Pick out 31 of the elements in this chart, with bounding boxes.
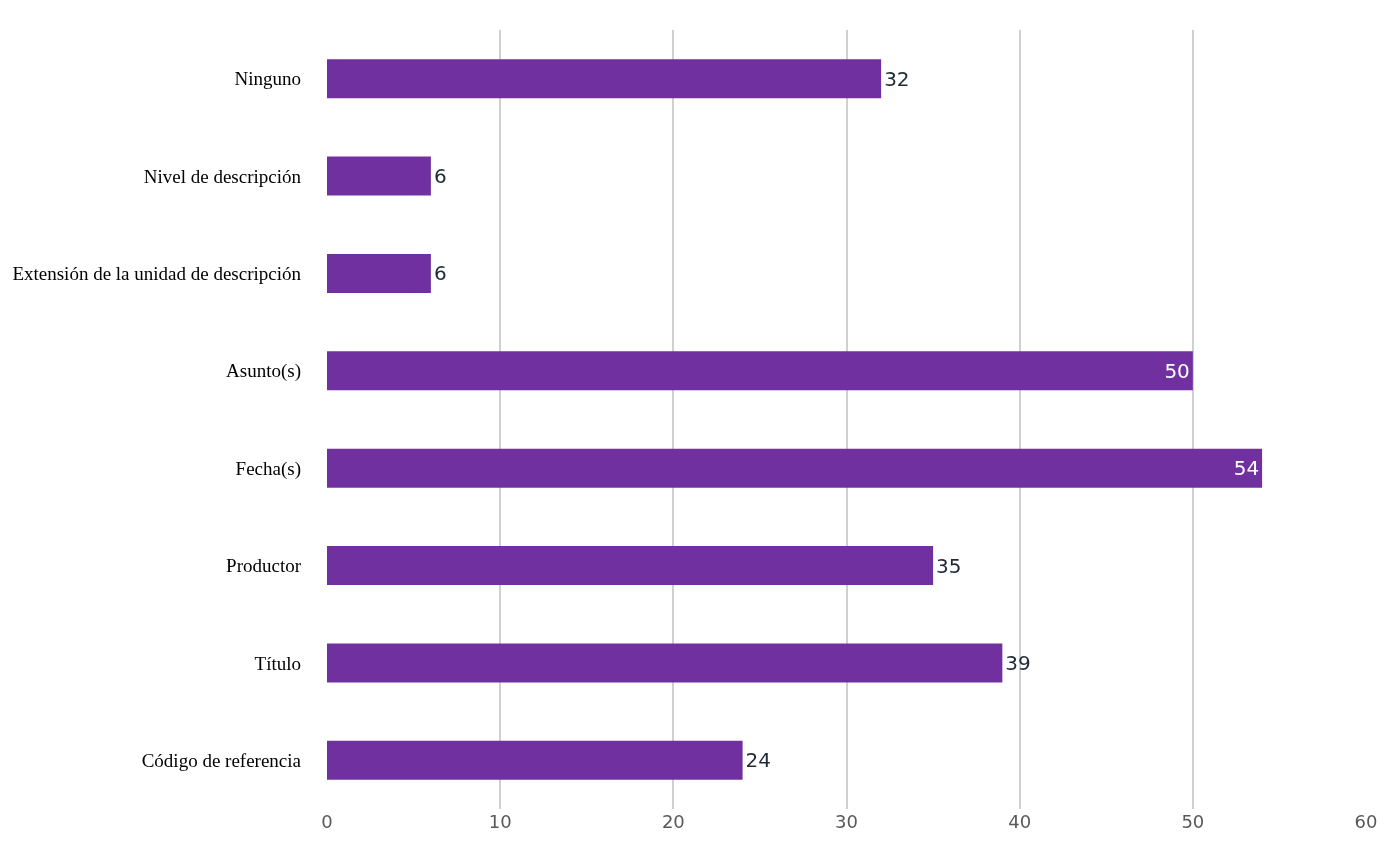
data-label: 6	[433, 261, 447, 286]
y-tick-label: Nivel de descripción	[143, 165, 302, 187]
bar	[327, 643, 1003, 683]
data-label: 6	[433, 164, 447, 189]
bar	[327, 253, 431, 293]
bar	[327, 59, 882, 99]
y-tick-label: Título	[254, 652, 301, 674]
y-tick-label: Ninguno	[234, 68, 301, 90]
x-tick-label: 40	[1008, 811, 1032, 832]
bar	[327, 546, 934, 586]
y-tick-label: Código de referencia	[141, 749, 302, 771]
bar	[327, 156, 431, 196]
data-label: 32	[884, 66, 910, 91]
bar	[327, 740, 743, 780]
x-tick-label: 60	[1354, 811, 1378, 832]
data-label: 24	[745, 748, 772, 773]
x-tick-label: 10	[488, 811, 512, 832]
bar	[327, 448, 1263, 488]
x-tick-label: 30	[835, 811, 858, 832]
bar	[327, 351, 1193, 391]
y-tick-label: Productor	[226, 555, 302, 577]
y-tick-label: Fecha(s)	[235, 457, 301, 480]
y-tick-label: Extensión de la unidad de descripción	[12, 263, 302, 285]
x-tick-label: 20	[661, 811, 685, 832]
data-label: 35	[936, 553, 962, 578]
x-tick-label: 50	[1181, 811, 1205, 832]
data-label: 54	[1233, 456, 1260, 481]
data-label: 39	[1005, 650, 1031, 675]
data-label: 50	[1164, 358, 1190, 383]
x-tick-label: 0	[321, 811, 333, 832]
y-tick-label: Asunto(s)	[226, 360, 301, 383]
